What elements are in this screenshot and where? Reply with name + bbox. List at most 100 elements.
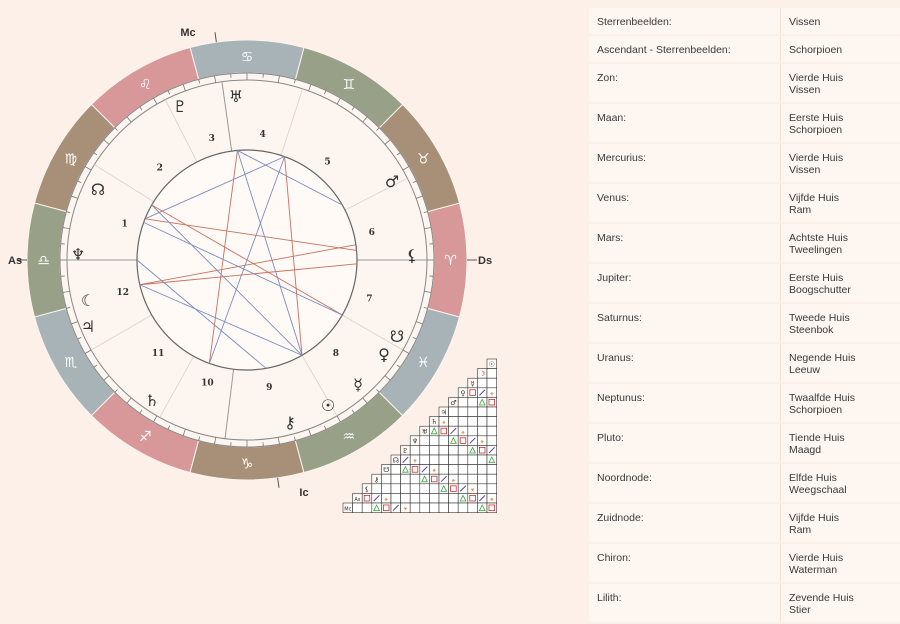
aspect-cell (468, 407, 478, 417)
aspect-cell (458, 465, 468, 475)
aspect-cell (487, 397, 497, 407)
aspect-cell (468, 455, 478, 465)
zodiac-sign-icon: ♈ (444, 253, 457, 269)
aspect-grid-label: ☽ (479, 370, 485, 378)
info-label: Neptunus: (589, 383, 781, 423)
aspect-cell (420, 484, 430, 494)
aspect-cell (401, 474, 411, 484)
axis-label-mc: Mc (180, 27, 195, 39)
aspect-cell (410, 474, 420, 484)
info-value: Vissen (781, 8, 900, 35)
aspect-grid-label: As (354, 497, 360, 503)
svg-text:⚹: ⚹ (442, 419, 446, 426)
aspect-cell (487, 484, 497, 494)
aspect-cell (410, 493, 420, 503)
aspect-cell (439, 426, 449, 436)
info-value-line: Negende Huis (789, 352, 892, 364)
axis-label-ic: Ic (299, 487, 308, 499)
info-label: Uranus: (589, 343, 781, 383)
info-value-line: Vijfde Huis (789, 192, 892, 204)
aspect-cell (410, 484, 420, 494)
svg-text:⚹: ⚹ (471, 486, 475, 493)
info-label: Pluto: (589, 423, 781, 463)
aspect-cell (353, 503, 363, 513)
aspect-cell (449, 407, 459, 417)
zodiac-sign-icon: ♉ (417, 151, 430, 167)
aspect-cell (449, 465, 459, 475)
aspect-grid-label: ♇ (402, 447, 408, 455)
house-number: 11 (152, 349, 165, 359)
info-value-line: Ram (789, 524, 892, 536)
uranus-icon: ♅ (229, 87, 243, 106)
house-number: 9 (266, 383, 272, 393)
info-value-line: Vissen (789, 164, 892, 176)
aspect-cell (477, 378, 487, 388)
info-value-line: Vierde Huis (789, 552, 892, 564)
aspect-cell (477, 445, 487, 455)
info-value-line: Stier (789, 604, 892, 616)
svg-text:⚹: ⚹ (452, 477, 456, 484)
info-label: Venus: (589, 183, 781, 223)
info-value-line: Eerste Huis (789, 112, 892, 124)
info-value-line: Schorpioen (789, 124, 892, 136)
zodiac-sign-icon: ♎ (37, 253, 50, 269)
aspect-cell (420, 455, 430, 465)
aspect-cell (449, 503, 459, 513)
info-value-line: Maagd (789, 444, 892, 456)
aspect-cell (458, 474, 468, 484)
info-value-line: Boogschutter (789, 284, 892, 296)
aspect-cell (487, 369, 497, 379)
info-row: Sterrenbeelden:Vissen (589, 8, 900, 35)
lilith-icon: ⚸ (406, 246, 418, 265)
info-row: Ascendant - Sterrenbeelden:Schorpioen (589, 35, 900, 63)
house-number: 1 (121, 220, 127, 230)
aspect-cell (391, 465, 401, 475)
aspect-cell (449, 417, 459, 427)
info-value-line: Tiende Huis (789, 432, 892, 444)
aspect-grid: ☉☽☿♀⚹♂♃♄⚹♅⚹♆⚹♇☊⚹☋⚹⚷⚹⚸⚹As⚹⚹Mc⚹ (340, 356, 500, 526)
aspect-cell (487, 378, 497, 388)
house-number: 6 (369, 228, 375, 238)
svg-text:⚹: ⚹ (480, 438, 484, 445)
info-value-line: Tweelingen (789, 244, 892, 256)
aspect-grid-label: ☊ (393, 457, 399, 465)
aspect-cell (477, 455, 487, 465)
svg-text:⚹: ⚹ (490, 390, 494, 397)
aspect-cell (468, 465, 478, 475)
info-label: Maan: (589, 103, 781, 143)
aspect-cell (487, 436, 497, 446)
axis-label-desc: Ds (478, 255, 492, 267)
info-label: Sterrenbeelden: (589, 8, 781, 35)
aspect-cell (458, 503, 468, 513)
aspect-grid-label: Mc (344, 507, 351, 513)
aspect-cell (420, 445, 430, 455)
info-label: Mars: (589, 223, 781, 263)
info-value-line: Ram (789, 204, 892, 216)
aspect-cell (468, 397, 478, 407)
svg-text:⚹: ⚹ (404, 506, 408, 513)
aspect-cell (468, 474, 478, 484)
axis-label-asc: As (8, 255, 22, 267)
aspect-cell (429, 503, 439, 513)
aspect-cell (487, 503, 497, 513)
info-value-line: Vierde Huis (789, 152, 892, 164)
aspect-cell (372, 484, 382, 494)
aspect-cell (410, 445, 420, 455)
aspect-cell (487, 407, 497, 417)
info-value-line: Schorpioen (789, 44, 892, 56)
svg-text:⚹: ⚹ (432, 467, 436, 474)
aspect-cell (429, 455, 439, 465)
house-number: 7 (366, 294, 372, 304)
aspect-grid-label: ♃ (441, 409, 447, 417)
